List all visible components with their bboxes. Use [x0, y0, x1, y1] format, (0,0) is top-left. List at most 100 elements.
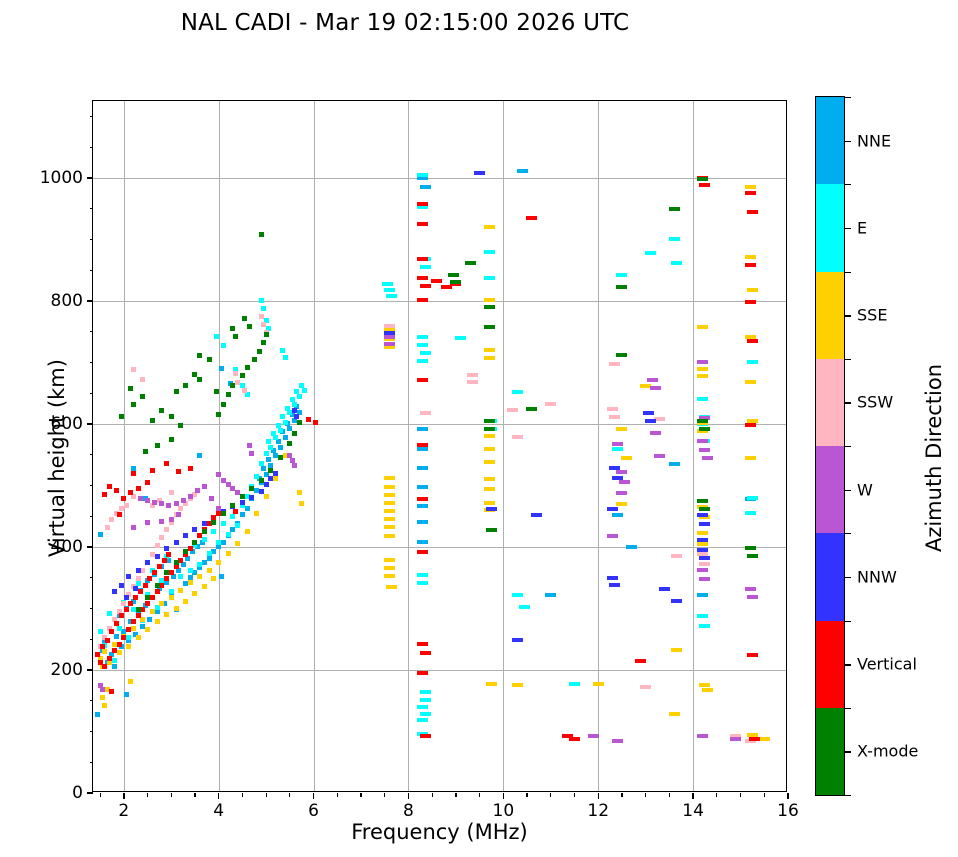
echo-point — [417, 426, 429, 431]
echo-point — [216, 539, 222, 545]
echo-point — [483, 460, 495, 465]
y-tick-label: 600 — [50, 413, 83, 434]
echo-point — [130, 367, 136, 373]
echo-point — [258, 461, 264, 467]
echo-point — [649, 431, 661, 436]
echo-point — [102, 664, 108, 670]
colorbar-segment-vertical[interactable] — [816, 620, 844, 708]
echo-point — [126, 635, 132, 641]
echo-point — [417, 443, 429, 448]
echo-point — [282, 355, 288, 360]
echo-point — [104, 524, 110, 530]
echo-point — [561, 734, 573, 739]
echo-point — [417, 718, 429, 723]
echo-point — [744, 455, 756, 460]
echo-point — [187, 545, 193, 551]
echo-point — [154, 588, 160, 594]
echo-point — [611, 512, 623, 517]
ionogram-plot-area[interactable]: 0 200 400 600 800 1000 2 4 6 8 10 12 14 16 — [40, 100, 799, 821]
echo-point — [611, 476, 623, 481]
echo-point — [384, 476, 395, 481]
echo-point — [483, 500, 495, 505]
echo-point — [273, 475, 279, 481]
echo-point — [145, 498, 151, 504]
echo-point — [168, 490, 174, 496]
echo-point — [183, 383, 188, 389]
x-tick-label: 2 — [118, 801, 130, 821]
y-tick-minor — [89, 146, 93, 148]
echo-point — [384, 492, 395, 497]
echo-point — [145, 519, 151, 525]
echo-point — [292, 430, 298, 436]
echo-point — [258, 313, 264, 319]
echo-point — [419, 265, 431, 270]
echo-point — [483, 446, 495, 451]
echo-point — [140, 377, 146, 383]
echo-point — [263, 318, 269, 324]
echo-point — [313, 420, 319, 426]
page-title: NAL CADI - Mar 19 02:15:00 2026 UTC — [180, 10, 630, 36]
x-axis-label: Frequency (MHz) — [351, 820, 528, 844]
colorbar-segment-nnw[interactable] — [816, 533, 844, 621]
echo-point — [116, 641, 122, 647]
echo-point — [285, 406, 290, 412]
echo-point — [244, 529, 250, 535]
colorbar[interactable]: NNE E SSE SSW W NNW Vertical X-mode — [815, 96, 918, 797]
x-tick-minor — [621, 793, 623, 797]
echo-point — [211, 519, 217, 525]
echo-point — [183, 501, 188, 507]
echo-point — [699, 521, 711, 526]
echo-point — [192, 543, 198, 549]
echo-point — [417, 731, 429, 736]
echo-point — [126, 627, 132, 633]
echo-point — [450, 280, 462, 285]
echo-point — [384, 558, 395, 563]
echo-point — [197, 352, 203, 358]
echo-point — [440, 285, 452, 290]
echo-point — [178, 573, 184, 579]
echo-point — [216, 412, 222, 418]
y-tick-label: 0 — [72, 783, 83, 803]
colorbar-tick — [844, 402, 851, 404]
echo-point — [606, 533, 618, 538]
echo-point — [175, 567, 181, 573]
echo-point — [384, 484, 395, 489]
echo-point — [263, 481, 269, 487]
echo-point — [485, 681, 497, 686]
echo-point — [197, 453, 203, 459]
echo-point — [183, 581, 188, 587]
echo-point — [168, 414, 174, 420]
echo-point — [417, 205, 429, 210]
echo-point — [697, 548, 709, 553]
y-tick — [87, 792, 93, 794]
colorbar-segment-nne[interactable] — [816, 97, 844, 185]
y-tick-minor — [89, 454, 93, 456]
echo-point — [121, 496, 127, 502]
echo-point — [145, 559, 151, 565]
echo-point — [526, 215, 538, 220]
colorbar-segment-x-mode[interactable] — [816, 707, 844, 795]
echo-point — [474, 170, 486, 175]
echo-point — [306, 416, 312, 422]
echo-point — [145, 601, 151, 607]
x-tick-minor — [99, 793, 101, 797]
echo-point — [268, 467, 274, 473]
echo-point — [147, 617, 153, 623]
y-tick-label: 200 — [50, 659, 83, 680]
colorbar-segment-w[interactable] — [816, 446, 844, 534]
colorbar-segment-ssw[interactable] — [816, 358, 844, 446]
echo-point — [699, 623, 711, 628]
echo-point — [164, 461, 170, 467]
colorbar-segment-e[interactable] — [816, 184, 844, 272]
echo-point — [417, 671, 429, 676]
echo-point — [173, 559, 179, 565]
y-tick-minor — [89, 700, 93, 702]
x-tick-minor — [360, 793, 362, 797]
x-tick-minor — [336, 793, 338, 797]
echo-point — [128, 490, 134, 496]
y-tick-minor — [89, 238, 93, 240]
echo-point — [419, 697, 431, 702]
echo-point — [135, 486, 141, 492]
colorbar-segment-sse[interactable] — [816, 271, 844, 359]
echo-point — [123, 594, 129, 600]
